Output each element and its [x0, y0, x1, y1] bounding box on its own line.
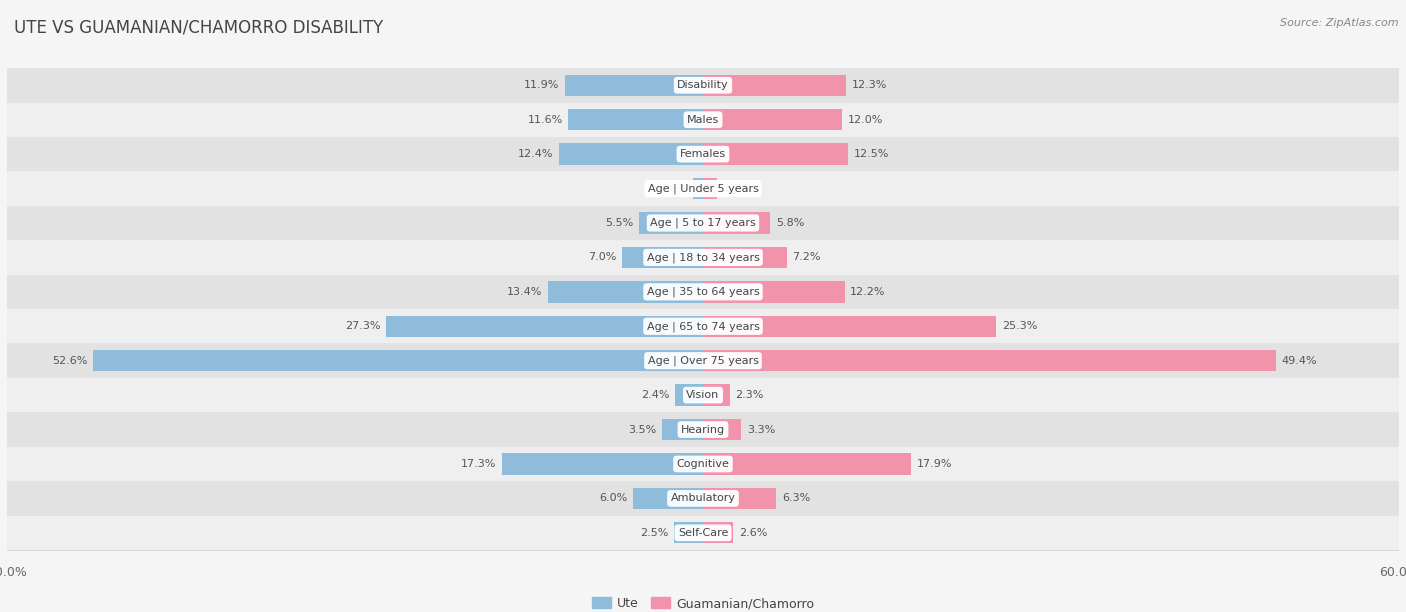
Text: UTE VS GUAMANIAN/CHAMORRO DISABILITY: UTE VS GUAMANIAN/CHAMORRO DISABILITY [14, 18, 384, 36]
Bar [693, 178, 703, 200]
Text: 7.0%: 7.0% [588, 252, 616, 263]
Text: 13.4%: 13.4% [506, 287, 541, 297]
Bar [0, 447, 1406, 481]
Text: 12.2%: 12.2% [851, 287, 886, 297]
Bar [703, 453, 911, 475]
Bar [0, 137, 1406, 171]
Bar [0, 343, 1406, 378]
Bar [703, 143, 848, 165]
Text: 49.4%: 49.4% [1282, 356, 1317, 366]
Bar [703, 419, 741, 440]
Bar [0, 412, 1406, 447]
Bar [0, 240, 1406, 275]
Bar [703, 350, 1277, 371]
Text: 3.3%: 3.3% [747, 425, 775, 435]
Bar [0, 171, 1406, 206]
Text: Age | Over 75 years: Age | Over 75 years [648, 356, 758, 366]
Text: 27.3%: 27.3% [344, 321, 381, 331]
Text: 2.5%: 2.5% [640, 528, 668, 538]
Text: Age | 65 to 74 years: Age | 65 to 74 years [647, 321, 759, 332]
Text: Age | 5 to 17 years: Age | 5 to 17 years [650, 218, 756, 228]
Bar [703, 75, 845, 96]
Text: 6.3%: 6.3% [782, 493, 810, 504]
Bar [0, 206, 1406, 241]
Text: 5.5%: 5.5% [605, 218, 633, 228]
Text: 0.86%: 0.86% [652, 184, 688, 193]
Text: Source: ZipAtlas.com: Source: ZipAtlas.com [1281, 18, 1399, 28]
Bar [387, 316, 703, 337]
Text: 2.3%: 2.3% [735, 390, 763, 400]
Bar [0, 515, 1406, 550]
Text: Vision: Vision [686, 390, 720, 400]
Bar [502, 453, 703, 475]
Bar [662, 419, 703, 440]
Text: Disability: Disability [678, 80, 728, 91]
Text: 2.4%: 2.4% [641, 390, 669, 400]
Bar [621, 247, 703, 268]
Text: 25.3%: 25.3% [1002, 321, 1038, 331]
Bar [703, 384, 730, 406]
Legend: Ute, Guamanian/Chamorro: Ute, Guamanian/Chamorro [586, 592, 820, 612]
Bar [0, 275, 1406, 309]
Bar [703, 178, 717, 200]
Bar [703, 316, 997, 337]
Bar [565, 75, 703, 96]
Text: 5.8%: 5.8% [776, 218, 804, 228]
Text: Age | 35 to 64 years: Age | 35 to 64 years [647, 286, 759, 297]
Bar [560, 143, 703, 165]
Text: Age | Under 5 years: Age | Under 5 years [648, 184, 758, 194]
Bar [547, 281, 703, 302]
Bar [633, 488, 703, 509]
Bar [0, 481, 1406, 515]
Text: 12.0%: 12.0% [848, 114, 883, 125]
Text: 11.6%: 11.6% [527, 114, 562, 125]
Bar [0, 102, 1406, 137]
Text: Ambulatory: Ambulatory [671, 493, 735, 504]
Text: Males: Males [688, 114, 718, 125]
Bar [0, 309, 1406, 343]
Text: Females: Females [681, 149, 725, 159]
Text: Hearing: Hearing [681, 425, 725, 435]
Text: 3.5%: 3.5% [628, 425, 657, 435]
Text: 6.0%: 6.0% [599, 493, 627, 504]
Text: 12.5%: 12.5% [853, 149, 889, 159]
Text: Self-Care: Self-Care [678, 528, 728, 538]
Bar [673, 522, 703, 543]
Text: 17.9%: 17.9% [917, 459, 952, 469]
Bar [703, 247, 786, 268]
Bar [703, 212, 770, 234]
Text: 7.2%: 7.2% [793, 252, 821, 263]
Text: 52.6%: 52.6% [52, 356, 87, 366]
Bar [703, 281, 845, 302]
Text: Cognitive: Cognitive [676, 459, 730, 469]
Bar [568, 109, 703, 130]
Bar [703, 109, 842, 130]
Text: 12.3%: 12.3% [852, 80, 887, 91]
Bar [640, 212, 703, 234]
Bar [0, 378, 1406, 412]
Text: 17.3%: 17.3% [461, 459, 496, 469]
Text: 2.6%: 2.6% [740, 528, 768, 538]
Text: 12.4%: 12.4% [517, 149, 554, 159]
Text: 1.2%: 1.2% [723, 184, 751, 193]
Text: 11.9%: 11.9% [524, 80, 560, 91]
Bar [0, 68, 1406, 102]
Bar [93, 350, 703, 371]
Bar [703, 488, 776, 509]
Bar [703, 522, 733, 543]
Text: Age | 18 to 34 years: Age | 18 to 34 years [647, 252, 759, 263]
Bar [675, 384, 703, 406]
